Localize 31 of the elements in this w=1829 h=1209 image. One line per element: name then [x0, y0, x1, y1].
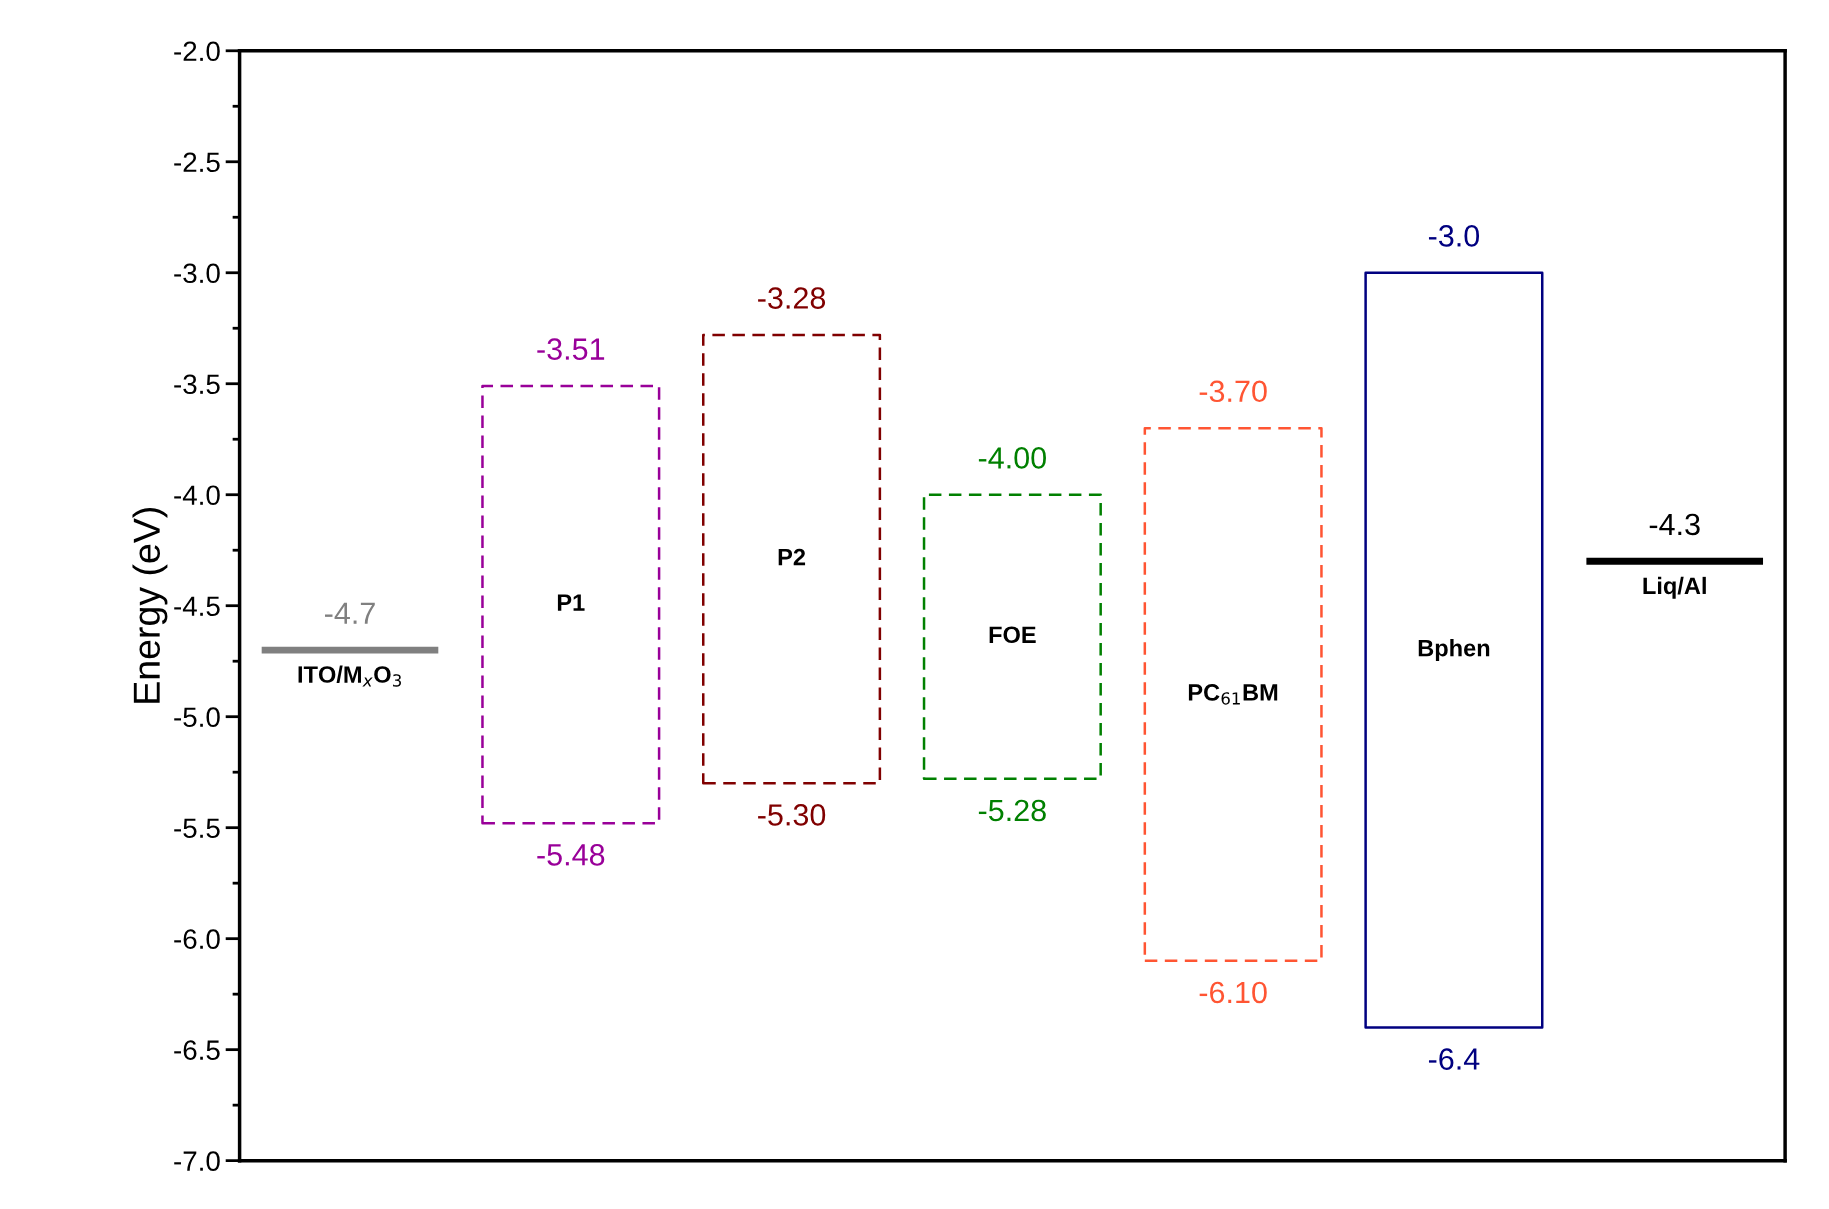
annotation: P1: [557, 594, 585, 611]
y-tick-label: -4.0: [174, 485, 220, 506]
y-tick-label: -2.5: [174, 152, 220, 173]
annotation: -5.30: [758, 804, 826, 826]
annotation: -5.28: [978, 799, 1046, 822]
y-tick-label: -6.5: [174, 1040, 220, 1060]
annotation: FOE: [989, 626, 1036, 644]
annotation: PC$_{61}$BM: [1188, 684, 1278, 705]
y-tick-label: -3.0: [174, 263, 220, 284]
y-tick-label: -5.0: [174, 707, 220, 728]
y-tick-label: -6.0: [174, 929, 220, 950]
y-tick-label: -5.5: [174, 818, 220, 839]
annotation: -4.00: [978, 447, 1046, 469]
annotation: -3.70: [1199, 380, 1267, 403]
annotation: Liq/Al: [1643, 576, 1706, 599]
annotation: -6.4: [1428, 1048, 1480, 1070]
annotation: -5.48: [537, 844, 605, 866]
y-tick-label: -3.5: [174, 374, 220, 395]
y-tick-label: -2.0: [174, 41, 220, 62]
annotation: -3.28: [758, 287, 826, 309]
annotation: P2: [778, 548, 806, 566]
annotation: -3.0: [1428, 225, 1480, 247]
y-axis-title: Energy (eV): [132, 507, 168, 703]
annotation: -3.51: [537, 338, 605, 360]
y-tick-label: -7.0: [174, 1151, 220, 1171]
annotation: -4.3: [1649, 513, 1700, 536]
annotation: -6.10: [1199, 981, 1267, 1004]
annotation: -4.7: [325, 602, 375, 624]
annotation: Bphen: [1418, 639, 1490, 662]
annotation: ITO/M$_{x}$O$_{3}$: [298, 665, 401, 687]
y-tick-label: -4.5: [174, 596, 220, 617]
